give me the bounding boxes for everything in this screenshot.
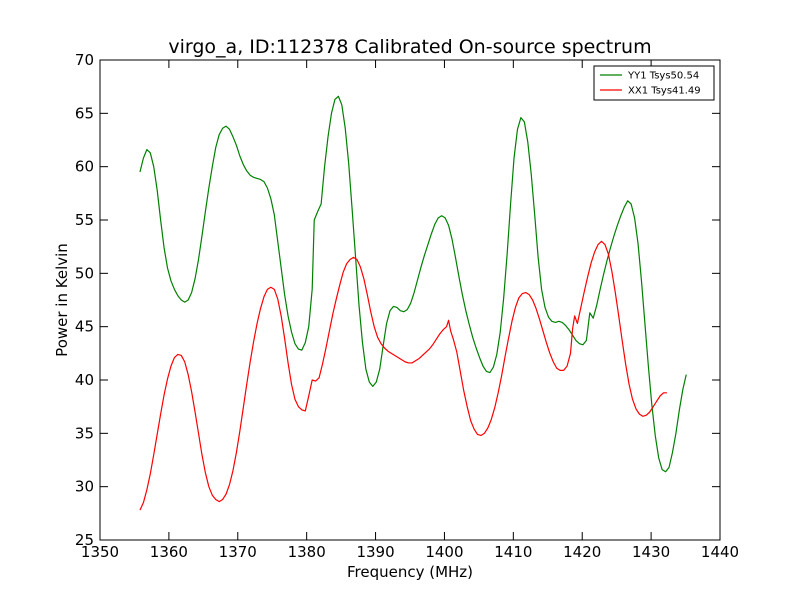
x-tick-label: 1400 xyxy=(425,543,463,561)
y-tick-label: 55 xyxy=(75,211,94,229)
y-tick-label: 35 xyxy=(75,424,94,442)
y-tick-label: 70 xyxy=(75,51,94,69)
series-line-yy1 xyxy=(139,95,687,473)
y-tick-label: 45 xyxy=(75,318,94,336)
legend: YY1 Tsys50.54 XX1 Tsys41.49 xyxy=(593,65,715,101)
x-tick-label: 1420 xyxy=(563,543,601,561)
x-tick-label: 1360 xyxy=(150,543,188,561)
legend-box xyxy=(593,65,715,101)
x-axis-label: Frequency (MHz) xyxy=(347,563,473,581)
y-tick-label: 40 xyxy=(75,371,94,389)
legend-label-xx1: XX1 Tsys41.49 xyxy=(628,86,701,97)
x-tick-label: 1440 xyxy=(701,543,739,561)
chart-title: virgo_a, ID:112378 Calibrated On-source … xyxy=(168,36,651,58)
y-axis: 25 30 35 40 45 50 55 60 65 70 xyxy=(75,51,720,549)
plot-frame xyxy=(99,59,721,541)
x-tick-label: 1380 xyxy=(288,543,326,561)
y-tick-label: 30 xyxy=(75,478,94,496)
series-layer xyxy=(139,95,687,511)
y-tick-label: 60 xyxy=(75,158,94,176)
x-tick-label: 1410 xyxy=(494,543,532,561)
y-tick-label: 25 xyxy=(75,531,94,549)
y-axis-label: Power in Kelvin xyxy=(53,243,71,357)
plot-area xyxy=(100,60,720,540)
legend-label-yy1: YY1 Tsys50.54 xyxy=(627,71,699,82)
x-axis: 1350 1360 1370 1380 1390 1400 1410 1420 1430 1440 xyxy=(81,60,739,561)
y-tick-label: 50 xyxy=(75,264,94,282)
x-tick-label: 1390 xyxy=(356,543,394,561)
series-line-xx1 xyxy=(139,240,667,511)
x-tick-label: 1370 xyxy=(219,543,257,561)
y-tick-label: 65 xyxy=(75,104,94,122)
x-tick-label: 1430 xyxy=(632,543,670,561)
x-tick-label: 1350 xyxy=(81,543,119,561)
